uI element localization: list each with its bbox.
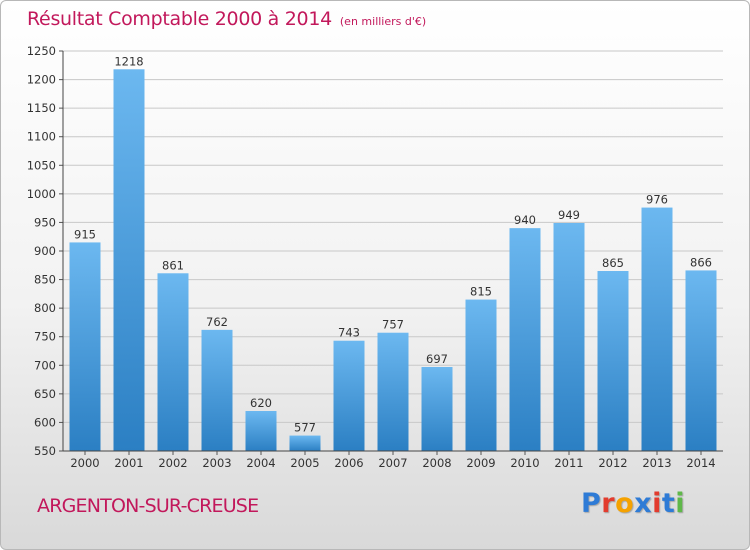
data-label: 757 [382, 318, 404, 332]
logo-letter: x [634, 488, 653, 519]
y-tick-label: 1050 [27, 158, 56, 172]
y-tick-label: 900 [34, 244, 56, 258]
y-tick-label: 1150 [27, 101, 56, 115]
x-tick-label: 2009 [466, 456, 495, 470]
x-tick-label: 2013 [642, 456, 671, 470]
y-tick-label: 650 [34, 387, 56, 401]
data-label: 697 [426, 352, 448, 366]
x-tick-label: 2004 [246, 456, 275, 470]
chart-subtitle: (en milliers d'€) [339, 15, 427, 28]
bars [69, 69, 717, 452]
bar [421, 367, 453, 451]
bar [553, 223, 585, 451]
x-tick-label: 2000 [70, 456, 99, 470]
data-label: 743 [338, 326, 360, 340]
x-tick-label: 2005 [290, 456, 319, 470]
x-tick-label: 2002 [158, 456, 187, 470]
y-axis: 550 600 650 700 750 800 850 900 950 1000 1050 1100 1… [27, 44, 64, 458]
data-label: 940 [514, 213, 536, 227]
y-tick-label: 950 [34, 215, 56, 229]
bar [465, 299, 497, 451]
y-tick-label: 850 [34, 273, 56, 287]
data-label: 815 [470, 285, 492, 299]
bar [641, 207, 673, 451]
data-label: 861 [162, 258, 184, 272]
y-tick-label: 1250 [27, 44, 56, 58]
x-tick-label: 2006 [334, 456, 363, 470]
logo-letter: o [615, 488, 635, 519]
data-labels: 915 1218 861 762 620 577 743 757 697 815 940 949 865… [74, 54, 712, 434]
data-label: 620 [250, 396, 272, 410]
x-tick-label: 2011 [554, 456, 583, 470]
x-axis: 2000 2001 2002 2003 2004 2005 2006 2007 2008 2009… [63, 450, 723, 470]
data-label: 762 [206, 315, 228, 329]
logo-letter: i [675, 488, 686, 519]
logo-letter: r [601, 488, 616, 519]
bar [289, 435, 321, 451]
data-label: 915 [74, 227, 96, 241]
data-label: 577 [294, 421, 316, 435]
y-tick-label: 1100 [27, 130, 56, 144]
logo-letter: P [581, 488, 602, 519]
data-label: 866 [690, 255, 712, 269]
bar [157, 273, 189, 451]
bar [377, 332, 409, 451]
y-tick-label: 750 [34, 330, 56, 344]
y-tick-label: 1200 [27, 73, 56, 87]
logo-letter: i [652, 488, 662, 519]
x-tick-label: 2003 [202, 456, 231, 470]
x-tick-label: 2010 [510, 456, 539, 470]
data-label: 865 [602, 256, 624, 270]
bar [113, 69, 145, 452]
y-tick-label: 550 [34, 444, 56, 458]
data-label: 1218 [114, 54, 143, 68]
bar [245, 411, 277, 451]
bar [597, 271, 629, 451]
proxiti-logo: Proxiti [581, 488, 685, 519]
bar [201, 329, 233, 451]
chart-title-text: Résultat Comptable 2000 à 2014 [27, 8, 332, 30]
y-tick-label: 1000 [27, 187, 56, 201]
x-tick-label: 2007 [378, 456, 407, 470]
bar [509, 228, 541, 451]
data-label: 976 [646, 193, 668, 207]
bar [69, 242, 101, 451]
chart-title: Résultat Comptable 2000 à 2014 (en millie… [27, 8, 426, 30]
data-label: 949 [558, 208, 580, 222]
x-tick-label: 2012 [598, 456, 627, 470]
x-tick-label: 2008 [422, 456, 451, 470]
bar [685, 270, 717, 451]
x-tick-label: 2001 [114, 456, 143, 470]
bar [333, 340, 365, 451]
y-tick-label: 800 [34, 301, 56, 315]
city-name: ARGENTON-SUR-CREUSE [37, 495, 259, 517]
x-tick-label: 2014 [686, 456, 715, 470]
y-tick-label: 600 [34, 415, 56, 429]
y-tick-label: 700 [34, 358, 56, 372]
logo-letter: t [661, 488, 676, 519]
